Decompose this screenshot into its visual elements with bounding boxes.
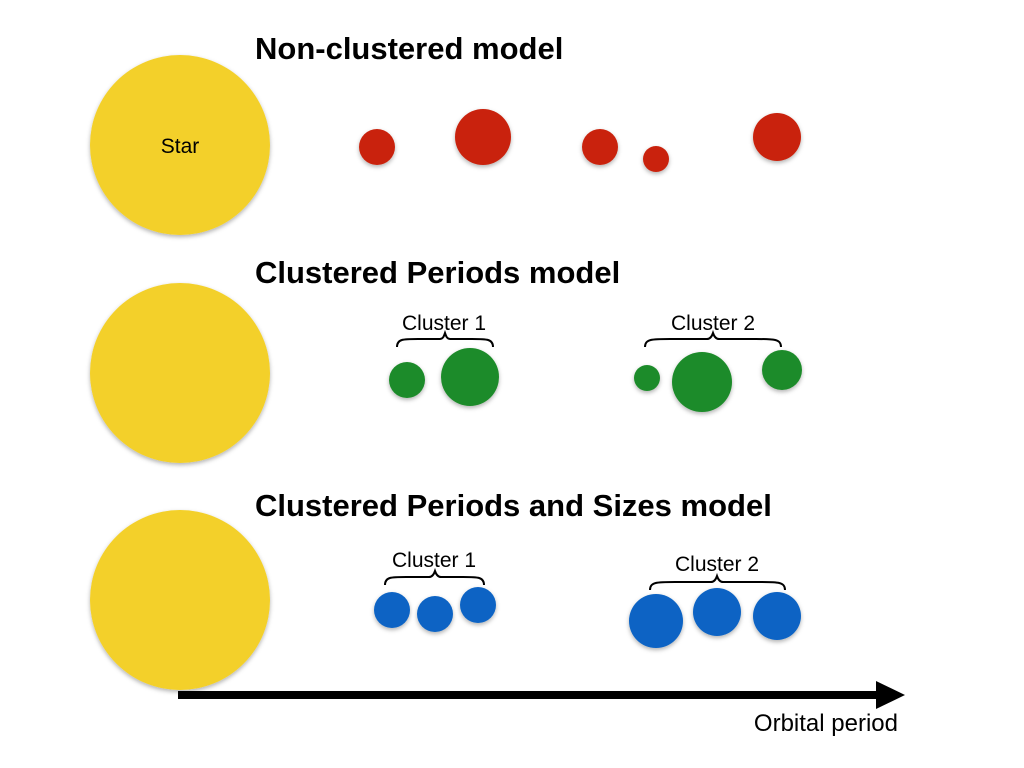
cluster-1-brace [384, 567, 485, 586]
star-clustered-sizes [90, 510, 270, 690]
non-clustered-planets [359, 109, 801, 172]
planet [389, 362, 425, 398]
planet [753, 592, 801, 640]
star-clustered-periods [90, 283, 270, 463]
cluster-2-label: Cluster 2 [675, 553, 759, 576]
planet [762, 350, 802, 390]
planet [634, 365, 660, 391]
clustered-sizes-group: Cluster 1 Cluster 2 [374, 549, 801, 648]
planet [441, 348, 499, 406]
planet [417, 596, 453, 632]
cluster-2-label: Cluster 2 [671, 312, 755, 335]
clustered-periods-sizes-model-title: Clustered Periods and Sizes model [255, 488, 772, 523]
axis-label: Orbital period [754, 710, 898, 737]
planet [753, 113, 801, 161]
cluster-1-brace [396, 329, 494, 348]
planet [582, 129, 618, 165]
planet [460, 587, 496, 623]
clustered-periods-group: Cluster 1 Cluster 2 [389, 312, 802, 412]
planet [643, 146, 669, 172]
planet [629, 594, 683, 648]
clustered-periods-model-title: Clustered Periods model [255, 255, 621, 290]
cluster-2-brace [644, 329, 782, 348]
star-non-clustered [90, 55, 270, 235]
planet [672, 352, 732, 412]
cluster-1-label: Cluster 1 [402, 312, 486, 335]
planet [359, 129, 395, 165]
non-clustered-model-title: Non-clustered model [255, 31, 564, 66]
cluster-1-label: Cluster 1 [392, 549, 476, 572]
planet [693, 588, 741, 636]
axis-arrowhead [876, 681, 905, 709]
planet [455, 109, 511, 165]
cluster-2-brace [649, 572, 786, 591]
star-label: Star [161, 135, 200, 158]
planet [374, 592, 410, 628]
